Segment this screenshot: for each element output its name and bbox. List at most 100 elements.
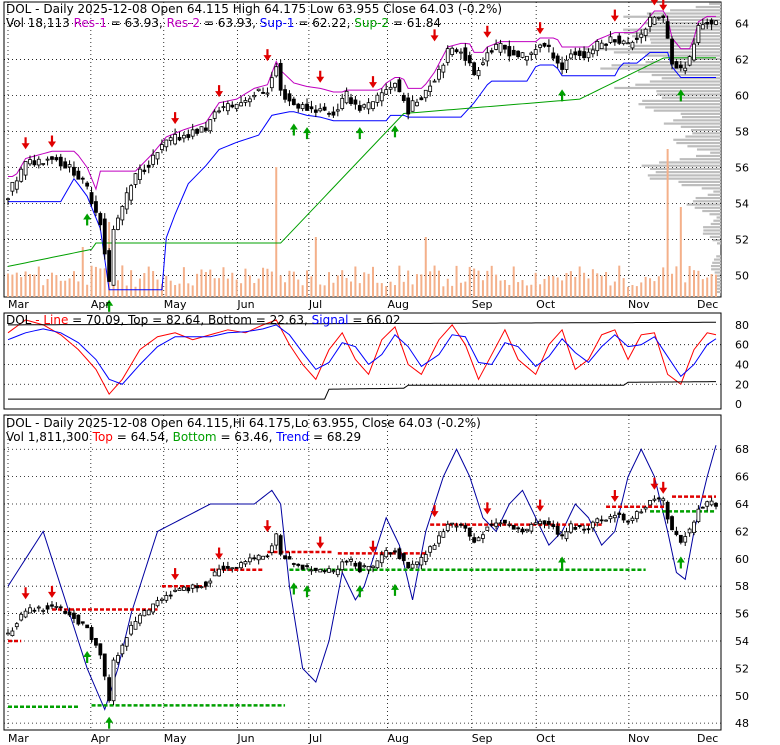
profile-bar — [659, 161, 721, 164]
volume-bar — [292, 271, 295, 297]
profile-bar — [703, 226, 721, 229]
volume-bar — [248, 275, 251, 297]
candle-body — [177, 588, 182, 591]
candle-body — [432, 544, 437, 550]
candle-body — [54, 157, 59, 161]
buy-arrow — [83, 213, 92, 220]
sell-arrow — [21, 593, 30, 600]
candle-body — [590, 521, 595, 529]
trend-tick-label: 62 — [735, 525, 749, 538]
candle-body — [173, 133, 178, 145]
sell-arrow — [263, 55, 272, 62]
sell-arrow — [368, 546, 377, 553]
candle-body — [696, 25, 701, 43]
candle-body — [305, 565, 309, 567]
candle-body — [511, 524, 516, 530]
volume-bar — [345, 278, 348, 297]
candle-body — [212, 111, 217, 119]
candle-body — [639, 33, 644, 38]
volume-bar — [240, 283, 243, 297]
volume-bar — [363, 272, 366, 297]
candle-body — [155, 152, 160, 160]
support-1-line — [8, 51, 716, 291]
candle-body — [560, 534, 564, 537]
candle-body — [243, 100, 248, 103]
candle-body — [256, 554, 261, 561]
candle-body — [397, 79, 402, 93]
candle-body — [23, 610, 28, 618]
sell-arrow — [650, 483, 659, 490]
month-label: Dec — [697, 298, 718, 311]
price-tick-label: 56 — [735, 161, 749, 174]
candle-body — [208, 119, 213, 132]
profile-bar — [649, 167, 721, 171]
candle-body — [146, 164, 151, 168]
candle-body — [714, 502, 718, 507]
candle-body — [124, 637, 129, 647]
month-label: Aug — [387, 732, 408, 745]
resistance-line — [8, 10, 716, 191]
candle-body — [542, 42, 547, 47]
candle-body — [401, 553, 406, 561]
candle-body — [6, 198, 10, 201]
candle-body — [76, 170, 81, 180]
candle-body — [296, 563, 301, 566]
volume-bar — [262, 267, 265, 297]
volume-bar — [244, 268, 247, 297]
volume-bar — [306, 270, 309, 297]
volume-bar — [116, 280, 119, 297]
trend-month-labels: Mar Apr May Jun Jul Aug Sep Oct Nov Dec — [8, 732, 718, 745]
trend-panel-frame — [3, 414, 722, 731]
profile-bar — [645, 60, 721, 64]
profile-bar — [713, 190, 721, 193]
candle-body — [687, 56, 692, 66]
profile-bar — [714, 271, 721, 274]
volume-bar — [266, 268, 269, 297]
trend-tick-label: 60 — [735, 553, 749, 566]
buy-arrow — [289, 123, 298, 130]
volume-bar — [657, 276, 660, 297]
volume-bar — [33, 274, 36, 297]
profile-bar — [716, 216, 721, 219]
candle-body — [283, 89, 287, 100]
month-axis-labels: Mar Apr May Jun Jul Aug Sep Oct Nov Dec — [8, 298, 718, 311]
volume-bar — [68, 278, 71, 297]
buy-arrow — [676, 556, 685, 563]
profile-bar — [645, 106, 721, 109]
volume-bar — [464, 281, 467, 297]
candle-body — [190, 584, 195, 589]
trend-tick-label: 56 — [735, 608, 749, 621]
header-part: = 63.46, — [217, 430, 273, 444]
candle-body — [50, 156, 54, 160]
candle-body — [287, 556, 292, 560]
profile-bar — [583, 48, 721, 51]
candle-body — [186, 587, 191, 592]
volume-bar — [517, 282, 520, 297]
candle-body — [107, 250, 112, 282]
price-panel: 50 52 54 56 58 60 62 64 Mar Apr May Jun Jul Aug Sep Oc… — [3, 0, 749, 312]
candle-body — [234, 103, 239, 110]
candle-body — [41, 163, 46, 165]
volume-bar — [7, 273, 9, 297]
candle-body — [582, 51, 586, 59]
candle-body — [503, 44, 507, 50]
buy-arrow — [303, 585, 312, 592]
candle-body — [652, 16, 657, 25]
candle-body — [265, 555, 270, 558]
header-part: = 68.29 — [309, 430, 361, 444]
volume-bar — [354, 266, 357, 297]
volume-bars — [7, 149, 717, 297]
candle-body — [6, 632, 10, 635]
candle-body — [129, 185, 134, 201]
candle-body — [551, 524, 556, 527]
profile-bar — [655, 171, 721, 174]
candle-body — [85, 182, 90, 187]
candle-body — [481, 534, 485, 539]
volume-bar — [81, 247, 84, 297]
volume-bar — [257, 278, 260, 297]
price-tick-label: 64 — [735, 18, 749, 31]
candle-body — [604, 43, 608, 46]
candle-body — [230, 104, 235, 108]
candle-body — [362, 104, 367, 108]
candle-body — [551, 52, 556, 59]
